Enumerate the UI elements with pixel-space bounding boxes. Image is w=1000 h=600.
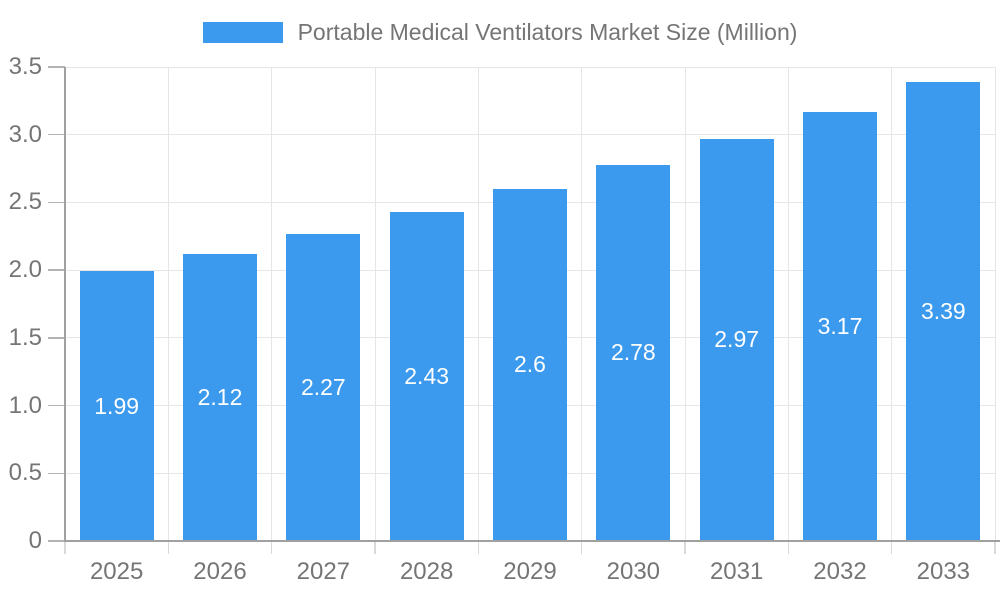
x-axis-tick — [477, 541, 480, 554]
bar-2028[interactable]: 2.43 — [389, 211, 464, 541]
legend-label: Portable Medical Ventilators Market Size… — [297, 19, 798, 45]
bar-value-label: 3.39 — [920, 297, 966, 324]
gridline-vertical — [374, 67, 376, 541]
x-tick-label: 2026 — [193, 558, 247, 585]
y-tick-label: 0 — [28, 527, 42, 554]
bar-2027[interactable]: 2.27 — [286, 233, 361, 541]
bar-value-label: 3.17 — [817, 312, 863, 339]
y-axis-line — [64, 67, 66, 541]
x-tick-label: 2032 — [813, 558, 867, 585]
bar-value-label: 2.6 — [514, 351, 546, 378]
gridline-vertical — [167, 67, 169, 541]
legend-item[interactable]: Portable Medical Ventilators Market Size… — [0, 19, 1000, 46]
bar-2026[interactable]: 2.12 — [183, 253, 257, 541]
gridline-vertical — [581, 67, 583, 541]
y-axis-tick — [48, 404, 65, 407]
x-tick-label: 2027 — [296, 558, 351, 585]
bar-2032[interactable]: 3.17 — [803, 111, 877, 541]
x-axis-tick — [994, 541, 996, 554]
x-tick-label: 2033 — [916, 558, 971, 585]
gridline-vertical — [477, 67, 479, 541]
y-tick-label: 2.0 — [8, 256, 42, 284]
x-tick-label: 2028 — [399, 558, 454, 585]
bar-value-label: 2.12 — [197, 383, 243, 410]
y-tick-label: 3.5 — [8, 53, 42, 80]
y-tick-label: 0.5 — [8, 459, 42, 487]
x-tick-label: 2025 — [89, 558, 144, 585]
bar-value-label: 1.99 — [94, 392, 140, 419]
y-tick-label: 3.0 — [8, 120, 42, 148]
gridline-vertical — [994, 67, 996, 541]
gridline-horizontal — [65, 66, 995, 68]
bar-value-label: 2.43 — [404, 362, 450, 389]
x-axis-tick — [684, 541, 686, 554]
y-tick-label: 2.5 — [8, 188, 42, 216]
y-axis-tick — [48, 337, 65, 339]
y-axis-tick — [48, 66, 65, 68]
x-axis-tick — [167, 541, 170, 554]
y-axis-tick — [48, 269, 65, 271]
y-axis-tick — [48, 472, 65, 475]
y-tick-label: 1.5 — [8, 323, 42, 351]
gridline-horizontal — [65, 134, 995, 136]
bar-2031[interactable]: 2.97 — [699, 138, 774, 541]
bar-value-label: 2.78 — [610, 339, 656, 366]
x-axis-tick — [270, 541, 273, 554]
x-axis-tick — [787, 541, 790, 554]
bar-2029[interactable]: 2.6 — [493, 188, 567, 541]
bar-2025[interactable]: 1.99 — [79, 271, 154, 541]
y-axis-tick — [48, 133, 65, 136]
gridline-vertical — [684, 67, 686, 541]
x-axis-tick — [374, 541, 376, 554]
x-tick-label: 2029 — [503, 558, 557, 585]
x-axis-tick — [890, 541, 893, 554]
legend-swatch — [202, 22, 283, 43]
gridline-vertical — [891, 67, 893, 541]
y-axis-tick — [48, 201, 65, 204]
bar-value-label: 2.27 — [300, 373, 346, 400]
bar-2030[interactable]: 2.78 — [596, 164, 671, 541]
y-tick-label: 1.0 — [8, 391, 42, 419]
x-axis-tick — [580, 541, 583, 554]
y-axis-tick — [48, 540, 65, 542]
gridline-vertical — [271, 67, 273, 541]
x-axis-tick — [64, 541, 66, 554]
bar-2033[interactable]: 3.39 — [906, 81, 981, 541]
bar-value-label: 2.97 — [714, 326, 760, 353]
x-axis-line — [64, 540, 1000, 542]
gridline-vertical — [787, 67, 789, 541]
x-tick-label: 2030 — [606, 558, 661, 585]
x-tick-label: 2031 — [709, 558, 764, 585]
